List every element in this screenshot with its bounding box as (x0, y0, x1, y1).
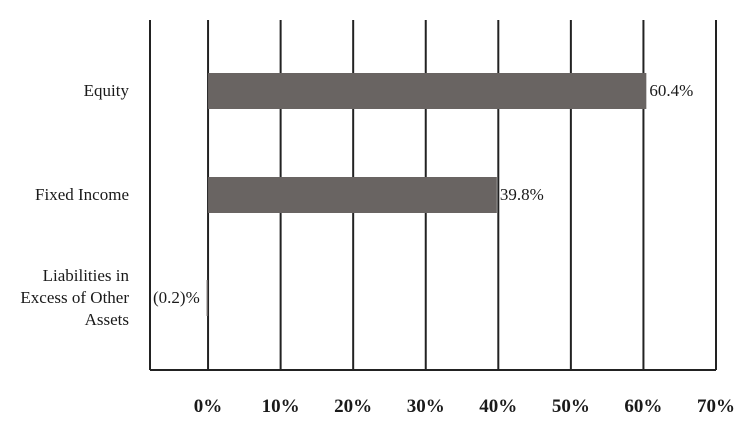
bar-2 (206, 280, 209, 316)
x-tick-label-70: 70% (697, 396, 735, 417)
category-label-2: Liabilities in Excess of Other Assets (20, 266, 129, 329)
x-tick-label-10: 10% (262, 396, 300, 417)
category-label-1: Fixed Income (35, 185, 129, 204)
data-label-2: (0.2)% (153, 288, 200, 307)
x-tick-label-0: 0% (194, 396, 223, 417)
category-label-0: Equity (84, 81, 130, 100)
axes (149, 20, 716, 371)
x-tick-label-60: 60% (624, 396, 662, 417)
x-tick-label-40: 40% (479, 396, 517, 417)
bar-0 (208, 73, 647, 109)
data-label-0: 60.4% (649, 81, 693, 100)
x-tick-label-30: 30% (407, 396, 445, 417)
labels: 60.4% Equity 39.8% Fixed Income (0.2)% Liabil… (20, 81, 735, 417)
x-tick-label-20: 20% (334, 396, 372, 417)
bar-1 (208, 177, 497, 213)
x-tick-label-50: 50% (552, 396, 590, 417)
bars (206, 73, 647, 316)
data-label-1: 39.8% (500, 185, 544, 204)
